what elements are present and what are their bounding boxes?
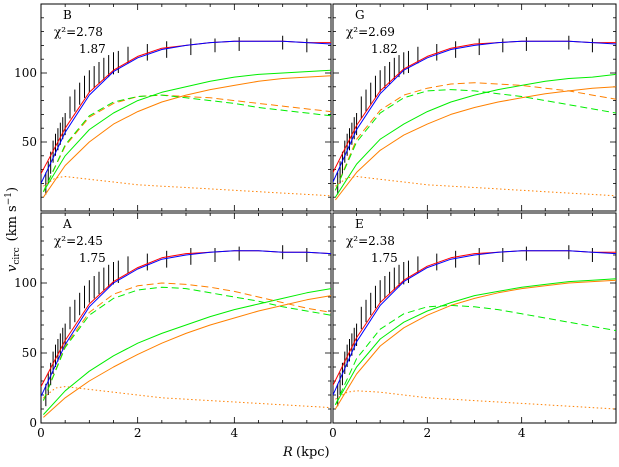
y-axis-label-unit-exp: −1 <box>4 192 14 205</box>
chi-square-reduced-label: 1.75 <box>79 251 106 265</box>
x-axis-label-var: R <box>282 445 293 460</box>
series-solid-line <box>334 278 616 406</box>
chi-square-reduced-label: 1.82 <box>371 42 398 56</box>
panel-e: 0 2 4 Eχ²=2.38 1.75 <box>329 212 617 440</box>
panel-letter: E <box>355 217 364 231</box>
observed-data <box>337 35 593 195</box>
series-solid-line <box>333 40 616 173</box>
y-axis-label-var: v <box>5 264 20 272</box>
chi-square-label: χ²=2.45 <box>54 234 103 248</box>
panel-a: 0 50 100 0 2 4 Aχ²=2.45 1.75 <box>14 212 332 440</box>
plot-area <box>333 35 616 201</box>
y-axis-label-unit-pre: (km s <box>5 205 20 241</box>
y-tick-label: 100 <box>14 66 37 80</box>
y-axis-label: vcirc (km s−1) <box>4 187 22 272</box>
series-dashed-line <box>42 94 331 192</box>
series-solid-line <box>41 250 331 397</box>
y-tick-label: 50 <box>22 135 37 149</box>
chi-square-label: χ²=2.69 <box>346 25 395 39</box>
series-dotted-line <box>335 176 616 197</box>
panel-letter: G <box>355 8 365 22</box>
panel-b: 50 100 Bχ²=2.78 1.87 <box>14 3 332 212</box>
x-tick-label: 4 <box>518 426 526 440</box>
y-tick-label: 0 <box>29 416 37 430</box>
series-dotted-line <box>335 390 616 410</box>
x-tick-label: 2 <box>424 426 432 440</box>
plot-area <box>41 245 331 418</box>
series-solid-line <box>41 40 331 174</box>
observed-data <box>337 245 593 407</box>
series-solid-line <box>333 40 616 183</box>
panel-letter: A <box>62 217 72 231</box>
y-axis-label-unit-post: ) <box>5 187 20 192</box>
x-tick-label: 0 <box>329 426 337 440</box>
series-dashed-line <box>334 304 616 406</box>
x-tick-label: 0 <box>37 426 45 440</box>
series-dotted-line <box>43 176 331 197</box>
ticks <box>40 3 332 212</box>
series-solid-line <box>334 73 616 198</box>
series-solid-line <box>333 250 616 386</box>
series-dashed-line <box>334 82 616 191</box>
series-dashed-line <box>42 282 331 401</box>
series-solid-line <box>333 250 616 396</box>
panels-group: 50 100 Bχ²=2.78 1.87 Gχ²=2.69 1.82 0 50 100 0 2 4 Aχ… <box>14 3 617 440</box>
y-axis-label-sub: circ <box>12 247 22 264</box>
ticks <box>40 212 332 424</box>
series-dotted-line <box>43 386 331 409</box>
series-solid-line <box>41 40 331 184</box>
x-tick-label: 2 <box>134 426 142 440</box>
series-solid-line <box>43 295 331 418</box>
plot-area <box>41 35 331 198</box>
panel-letter: B <box>63 8 72 22</box>
series-solid-line <box>42 75 331 198</box>
svg-text:vcirc(km s−1): vcirc (km s−1) <box>4 187 22 272</box>
series-solid-line <box>334 279 616 410</box>
y-tick-label: 100 <box>14 276 37 290</box>
series-dashed-line <box>42 286 331 401</box>
observed-data <box>45 35 308 195</box>
series-solid-line <box>42 69 331 192</box>
chi-square-label: χ²=2.78 <box>54 25 103 39</box>
series-dashed-line <box>334 89 616 191</box>
series-dashed-line <box>42 94 331 192</box>
ticks <box>332 212 617 424</box>
y-tick-label: 50 <box>22 346 37 360</box>
observed-data <box>45 245 308 407</box>
series-solid-line <box>335 86 616 201</box>
x-axis-label-unit: (kpc) <box>296 445 330 460</box>
plot-area <box>333 245 616 410</box>
series-solid-line <box>43 288 331 415</box>
panel-g: Gχ²=2.69 1.82 <box>332 3 617 212</box>
chi-square-reduced-label: 1.75 <box>371 251 398 265</box>
x-tick-label: 4 <box>231 426 239 440</box>
chi-square-label: χ²=2.38 <box>346 234 395 248</box>
chi-square-reduced-label: 1.87 <box>79 42 106 56</box>
ticks <box>332 3 617 212</box>
